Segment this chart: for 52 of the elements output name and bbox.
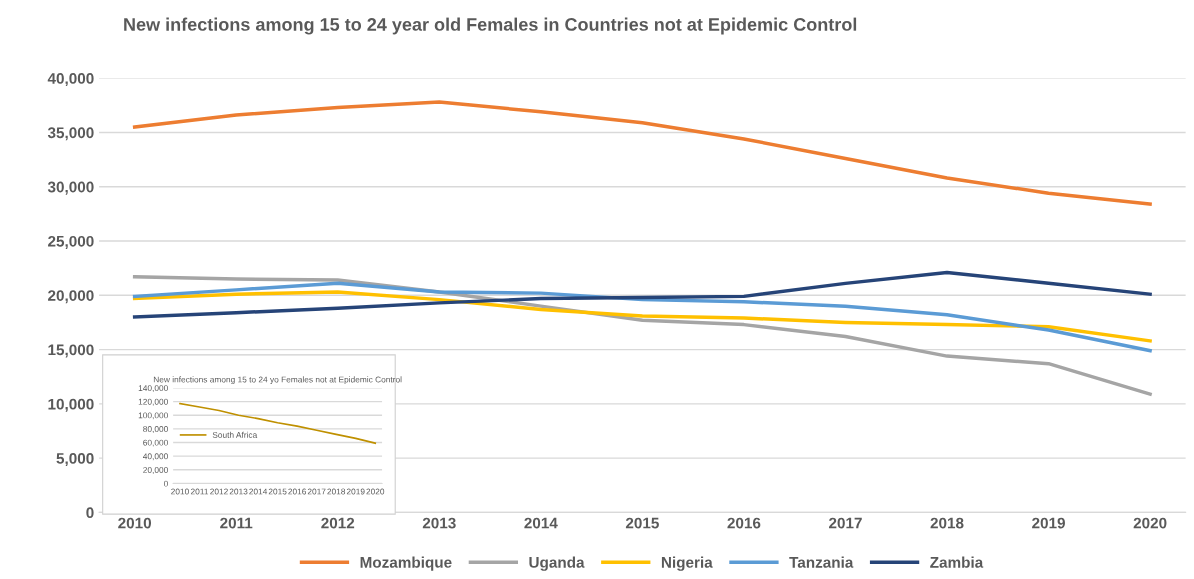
x-tick-label: 2011 (190, 488, 209, 495)
x-tick-label: 2019 (1032, 517, 1065, 529)
x-tick-label: 2015 (625, 517, 659, 529)
x-tick-label: 2013 (422, 517, 456, 529)
chart-title: New infections among 15 to 24 year old Females in Countries not at Epidemic Control (124, 17, 857, 35)
y-tick-label: 35,000 (47, 127, 94, 141)
x-tick-label: 2020 (366, 488, 385, 495)
x-tick-label: 2012 (210, 488, 228, 495)
y-tick-label: 10,000 (48, 398, 94, 412)
x-tick-label: 2016 (727, 517, 761, 529)
x-tick-label: 2017 (307, 488, 326, 495)
x-tick-label: 2016 (288, 488, 307, 495)
line-series (132, 290, 1152, 343)
x-tick-label: 2018 (930, 517, 964, 529)
y-tick-label: 60,000 (143, 439, 168, 447)
y-tick-label: 100,000 (138, 412, 168, 420)
x-tick-label: 2011 (220, 517, 253, 529)
x-tick-label: 2014 (249, 488, 268, 495)
y-tick-label: 40,000 (47, 73, 94, 87)
legend-label: South Africa (212, 431, 258, 438)
x-tick-label: 2017 (829, 517, 862, 529)
legend-label: Mozambique (360, 556, 452, 571)
line-series (132, 100, 1152, 206)
y-tick-label: 20,000 (48, 290, 94, 304)
x-tick-label: 2015 (268, 488, 287, 495)
x-tick-label: 2019 (346, 488, 365, 495)
y-tick-label: 5,000 (56, 453, 94, 467)
x-tick-label: 2012 (321, 517, 355, 529)
y-tick-label: 25,000 (48, 235, 94, 249)
y-tick-label: 80,000 (143, 426, 168, 433)
line-series (132, 281, 1152, 353)
y-tick-label: 30,000 (47, 181, 94, 195)
y-tick-label: 140,000 (138, 385, 168, 393)
legend-label: Uganda (529, 556, 585, 571)
x-tick-label: 2018 (327, 488, 346, 495)
y-tick-label: 0 (163, 480, 168, 487)
legend-label: Zambia (930, 556, 984, 568)
line-series (179, 402, 377, 445)
legend-label: Tanzania (789, 556, 854, 568)
y-tick-label: 20,000 (143, 467, 168, 474)
line-series (132, 270, 1152, 319)
y-tick-label: 15,000 (48, 344, 94, 358)
y-tick-label: 0 (86, 507, 94, 519)
x-tick-label: 2013 (229, 488, 248, 495)
x-tick-label: 2010 (118, 517, 152, 529)
y-tick-label: 120,000 (138, 398, 168, 406)
x-tick-label: 2010 (171, 488, 189, 495)
legend-label: Nigeria (661, 556, 713, 571)
x-tick-label: 2020 (1133, 517, 1167, 529)
y-tick-label: 40,000 (142, 453, 168, 461)
x-tick-label: 2014 (524, 517, 558, 529)
chart-title: New infections among 15 to 24 yo Females not at Epidemic Control (153, 376, 402, 385)
